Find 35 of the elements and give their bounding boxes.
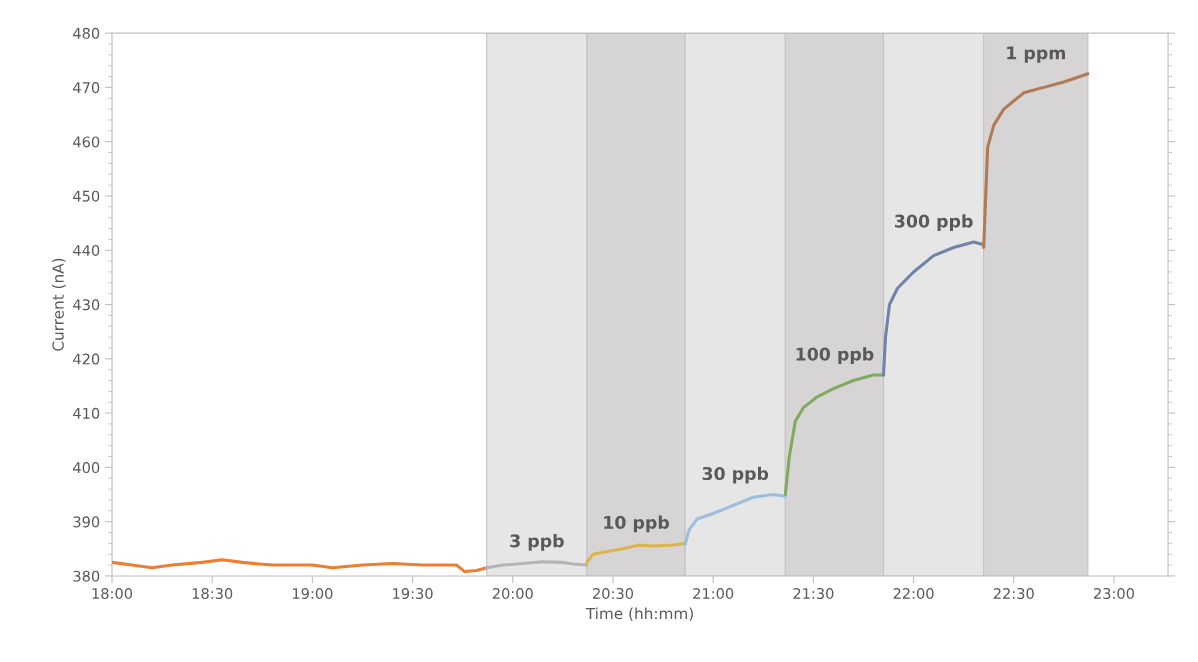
- y-tick-label: 430: [73, 299, 100, 311]
- x-tick-label: 18:30: [192, 588, 233, 600]
- y-tick-label: 460: [73, 136, 100, 148]
- x-tick-label: 21:30: [793, 588, 834, 600]
- y-axis-title: Current (nA): [52, 258, 66, 351]
- x-tick-label: 18:00: [92, 588, 133, 600]
- x-tick-label: 19:30: [393, 588, 433, 600]
- x-axis-title: Time (hh:mm): [585, 607, 693, 622]
- y-tick-label: 410: [73, 407, 100, 419]
- x-tick-label: 21:00: [693, 588, 734, 600]
- y-tick-label: 450: [73, 190, 100, 202]
- x-tick-label: 22:30: [993, 588, 1034, 600]
- y-tick-label: 390: [73, 516, 100, 528]
- line-series: [783, 373, 886, 497]
- y-tick-label: 380: [73, 570, 100, 582]
- y-tick-label: 420: [73, 353, 100, 365]
- line-series: [982, 72, 1090, 250]
- annotation: 300 ppb: [894, 214, 973, 232]
- y-tick-label: 470: [73, 82, 100, 94]
- x-tick-label: 23:00: [1094, 588, 1134, 600]
- annotation: 100 ppb: [796, 347, 874, 365]
- x-tick-label: 20:00: [492, 588, 533, 600]
- annotation: 1 ppm: [1007, 46, 1065, 63]
- y-tick-label: 440: [73, 244, 100, 256]
- line-series: [585, 541, 687, 564]
- annotation: 3 ppb: [510, 533, 564, 551]
- y-tick-label: 400: [73, 462, 100, 474]
- y-tick-label: 480: [73, 27, 100, 39]
- annotation: 10 ppb: [604, 515, 669, 533]
- line-series: [683, 492, 787, 546]
- line-series: [112, 558, 489, 574]
- x-tick-label: 22:00: [893, 588, 934, 600]
- x-tick-label: 19:00: [292, 588, 333, 600]
- annotation: 30 ppb: [702, 466, 769, 484]
- x-tick-label: 20:30: [593, 588, 634, 600]
